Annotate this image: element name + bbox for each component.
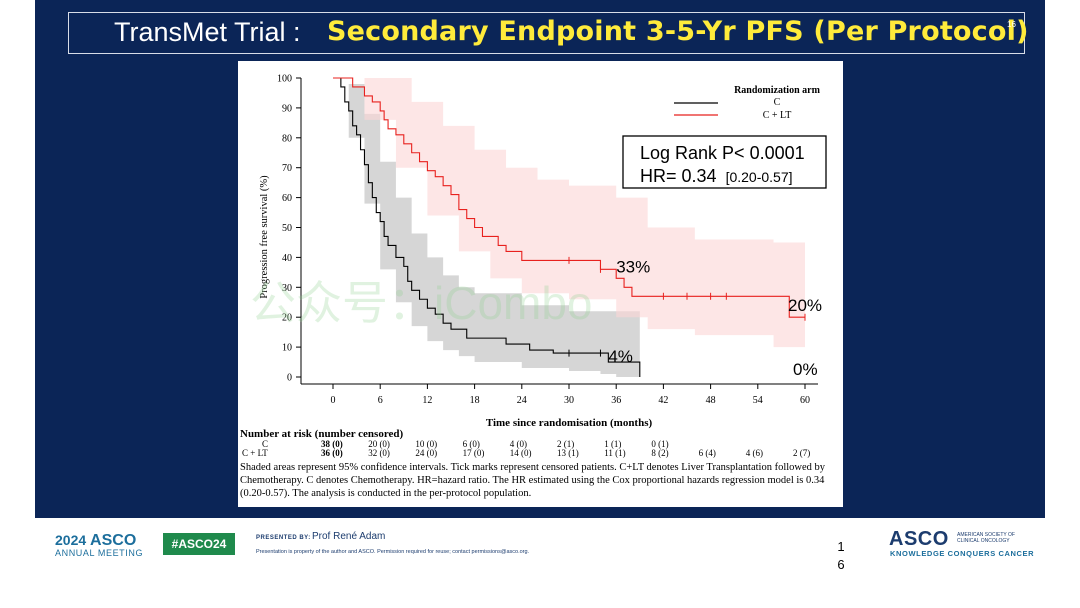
risk-table-title: Number at risk (number censored)	[240, 428, 404, 440]
y-tick-label: 20	[282, 313, 292, 324]
stats-hr: HR= 0.34 [0.20-0.57]	[640, 166, 793, 186]
footer-year: 2024 ASCO	[55, 532, 136, 550]
risk-cell: 4 (0)	[509, 439, 528, 449]
risk-cell: 8 (2)	[651, 448, 669, 458]
survival-line-clt	[333, 77, 805, 318]
footer-presented-by: PRESENTED BY:	[256, 535, 311, 541]
y-tick-label: 60	[282, 193, 292, 204]
risk-cell: 32 (0)	[368, 448, 390, 458]
survival-line-c	[333, 77, 641, 377]
slide-number-top: 16	[1007, 20, 1016, 29]
y-tick-label: 80	[282, 133, 292, 144]
y-tick-label: 0	[287, 373, 292, 384]
title-highlight: Secondary Endpoint 3-5-Yr PFS (Per Proto…	[327, 16, 1029, 47]
risk-cell: 1 (1)	[604, 439, 622, 449]
y-tick-label: 50	[282, 223, 292, 234]
y-tick-label: 100	[277, 74, 292, 85]
risk-cell: 4 (6)	[745, 448, 764, 458]
risk-cell: 2 (7)	[793, 448, 811, 458]
x-tick-label: 18	[470, 395, 480, 406]
title-prefix: TransMet Trial :	[114, 17, 301, 47]
y-axis-label: Progression free survival (%)	[259, 175, 270, 299]
risk-cell: 17 (0)	[462, 448, 485, 458]
legend-label-c: C	[774, 97, 781, 108]
x-tick-label: 24	[517, 395, 527, 406]
survival-curves	[333, 77, 805, 377]
x-tick-label: 6	[378, 395, 383, 406]
annotation-label: 0%	[793, 360, 818, 379]
footer-note: Presentation is property of the author a…	[256, 549, 530, 555]
risk-cell: 24 (0)	[415, 448, 438, 458]
title-box: TransMet Trial : Secondary Endpoint 3-5-…	[68, 12, 1028, 54]
risk-cell: 10 (0)	[415, 439, 438, 449]
stats-hr-ci: [0.20-0.57]	[726, 169, 793, 185]
x-axis-label: Time since randomisation (months)	[486, 417, 653, 429]
risk-row-clt: C + LT 36 (0) 32 (0) 24 (0) 17 (0) 14 (0) 13 …	[240, 448, 840, 458]
legend-title: Randomization arm	[734, 85, 821, 96]
censor-marks	[568, 256, 806, 357]
risk-row-label: C + LT	[242, 448, 268, 458]
risk-cell: 0 (1)	[651, 439, 669, 449]
ci-band-c	[333, 78, 640, 377]
watermark: 公众号：iCombo	[250, 277, 593, 329]
asco-logo: ASCO	[889, 528, 949, 550]
stats-box	[622, 135, 827, 189]
risk-cell: 38 (0)	[321, 439, 343, 449]
y-tick-label: 40	[282, 253, 292, 264]
axes	[300, 78, 818, 385]
confidence-bands	[333, 78, 805, 377]
risk-cell: 14 (0)	[509, 448, 532, 458]
footnote: Shaded areas represent 95% confidence in…	[240, 462, 826, 499]
y-tick-label: 90	[282, 103, 292, 114]
figure-panel: 0 10 20 30 40 50 60 70 80 90 100 0 6 12 18 24 30 36 42 48 54…	[238, 61, 843, 507]
annotation-label: 20%	[788, 296, 822, 315]
legend-label-clt: C + LT	[763, 110, 792, 121]
km-chart: 0 10 20 30 40 50 60 70 80 90 100 0 6 12 18 24 30 36 42 48 54…	[250, 74, 827, 429]
footer-asco-text: ASCO	[90, 532, 137, 549]
ci-band-clt	[333, 78, 805, 363]
y-tick-label: 70	[282, 163, 292, 174]
asco-tagline: KNOWLEDGE CONQUERS CANCER	[890, 549, 1035, 558]
footer-annual: ANNUAL MEETING	[55, 548, 144, 558]
risk-row-label: C	[262, 439, 269, 449]
asco-logo-subtitle: AMERICAN SOCIETY OF CLINICAL ONCOLOGY	[957, 532, 1015, 544]
risk-cell: 2 (1)	[557, 439, 575, 449]
risk-cell: 6 (0)	[462, 439, 480, 449]
y-tick-label: 30	[282, 283, 292, 294]
x-tick-label: 12	[422, 395, 432, 406]
stats-logrank: Log Rank P< 0.0001	[640, 143, 805, 163]
footer-year-text: 2024	[55, 532, 87, 548]
risk-cell: 20 (0)	[368, 439, 390, 449]
risk-row-c: C 38 (0) 20 (0) 10 (0) 6 (0) 4 (0) 2 (1) 1 (1)…	[240, 439, 840, 449]
annotation-label: 4%	[608, 347, 633, 366]
risk-cell: 13 (1)	[557, 448, 579, 458]
risk-cell: 6 (4)	[698, 448, 716, 458]
risk-cell: 11 (1)	[604, 448, 626, 458]
y-tick-label: 10	[282, 343, 292, 354]
footer-hashtag[interactable]: #ASCO24	[163, 533, 235, 555]
stats-hr-value: HR= 0.34	[640, 166, 717, 186]
annotation-label: 33%	[616, 257, 650, 276]
x-tick-label: 0	[331, 395, 336, 406]
x-tick-label: 48	[706, 395, 716, 406]
risk-cell: 36 (0)	[321, 448, 343, 458]
footer-presenter: Prof René Adam	[312, 531, 386, 542]
percent-annotations: 33% 4% 20% 0%	[608, 257, 822, 379]
x-tick-label: 60	[800, 395, 810, 406]
tick-labels: 0 10 20 30 40 50 60 70 80 90 100 0 6 12 18 24 30 36 42 48 54…	[277, 74, 810, 407]
x-tick-label: 30	[564, 395, 574, 406]
x-tick-label: 54	[753, 395, 763, 406]
x-tick-label: 36	[611, 395, 621, 406]
footer-page-number: 16	[837, 539, 845, 572]
x-tick-label: 42	[658, 395, 668, 406]
